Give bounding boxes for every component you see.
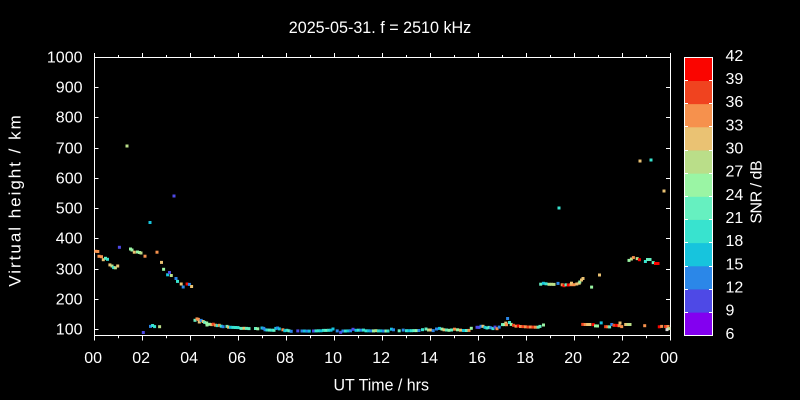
svg-text:36: 36 — [726, 94, 744, 111]
svg-text:24: 24 — [726, 187, 744, 204]
svg-text:10: 10 — [324, 350, 342, 367]
svg-text:30: 30 — [726, 141, 744, 158]
svg-text:100: 100 — [56, 322, 83, 339]
svg-text:6: 6 — [726, 326, 735, 343]
svg-text:800: 800 — [56, 110, 83, 127]
svg-text:500: 500 — [56, 201, 83, 218]
svg-text:39: 39 — [726, 71, 744, 88]
svg-text:33: 33 — [726, 117, 744, 134]
svg-text:12: 12 — [372, 350, 390, 367]
svg-text:12: 12 — [726, 280, 744, 297]
svg-text:2025-05-31. f = 2510 kHz: 2025-05-31. f = 2510 kHz — [289, 18, 472, 37]
svg-text:00: 00 — [84, 350, 102, 367]
svg-text:SNR / dB: SNR / dB — [748, 160, 765, 223]
svg-text:42: 42 — [726, 48, 744, 65]
svg-text:20: 20 — [564, 350, 582, 367]
svg-text:21: 21 — [726, 210, 744, 227]
svg-text:22: 22 — [612, 350, 630, 367]
svg-text:04: 04 — [180, 350, 198, 367]
svg-text:1000: 1000 — [47, 50, 83, 67]
svg-text:14: 14 — [420, 350, 438, 367]
svg-text:900: 900 — [56, 80, 83, 97]
svg-text:400: 400 — [56, 231, 83, 248]
svg-text:16: 16 — [468, 350, 486, 367]
svg-text:300: 300 — [56, 262, 83, 279]
svg-text:700: 700 — [56, 141, 83, 158]
svg-text:06: 06 — [228, 350, 246, 367]
svg-text:15: 15 — [726, 256, 744, 273]
svg-text:08: 08 — [276, 350, 294, 367]
svg-text:18: 18 — [516, 350, 534, 367]
svg-text:UT Time / hrs: UT Time / hrs — [333, 375, 429, 394]
svg-text:600: 600 — [56, 171, 83, 188]
svg-text:00: 00 — [660, 350, 678, 367]
svg-text:9: 9 — [726, 303, 735, 320]
svg-text:02: 02 — [132, 350, 150, 367]
svg-text:18: 18 — [726, 233, 744, 250]
svg-text:27: 27 — [726, 164, 744, 181]
svg-text:200: 200 — [56, 292, 83, 309]
